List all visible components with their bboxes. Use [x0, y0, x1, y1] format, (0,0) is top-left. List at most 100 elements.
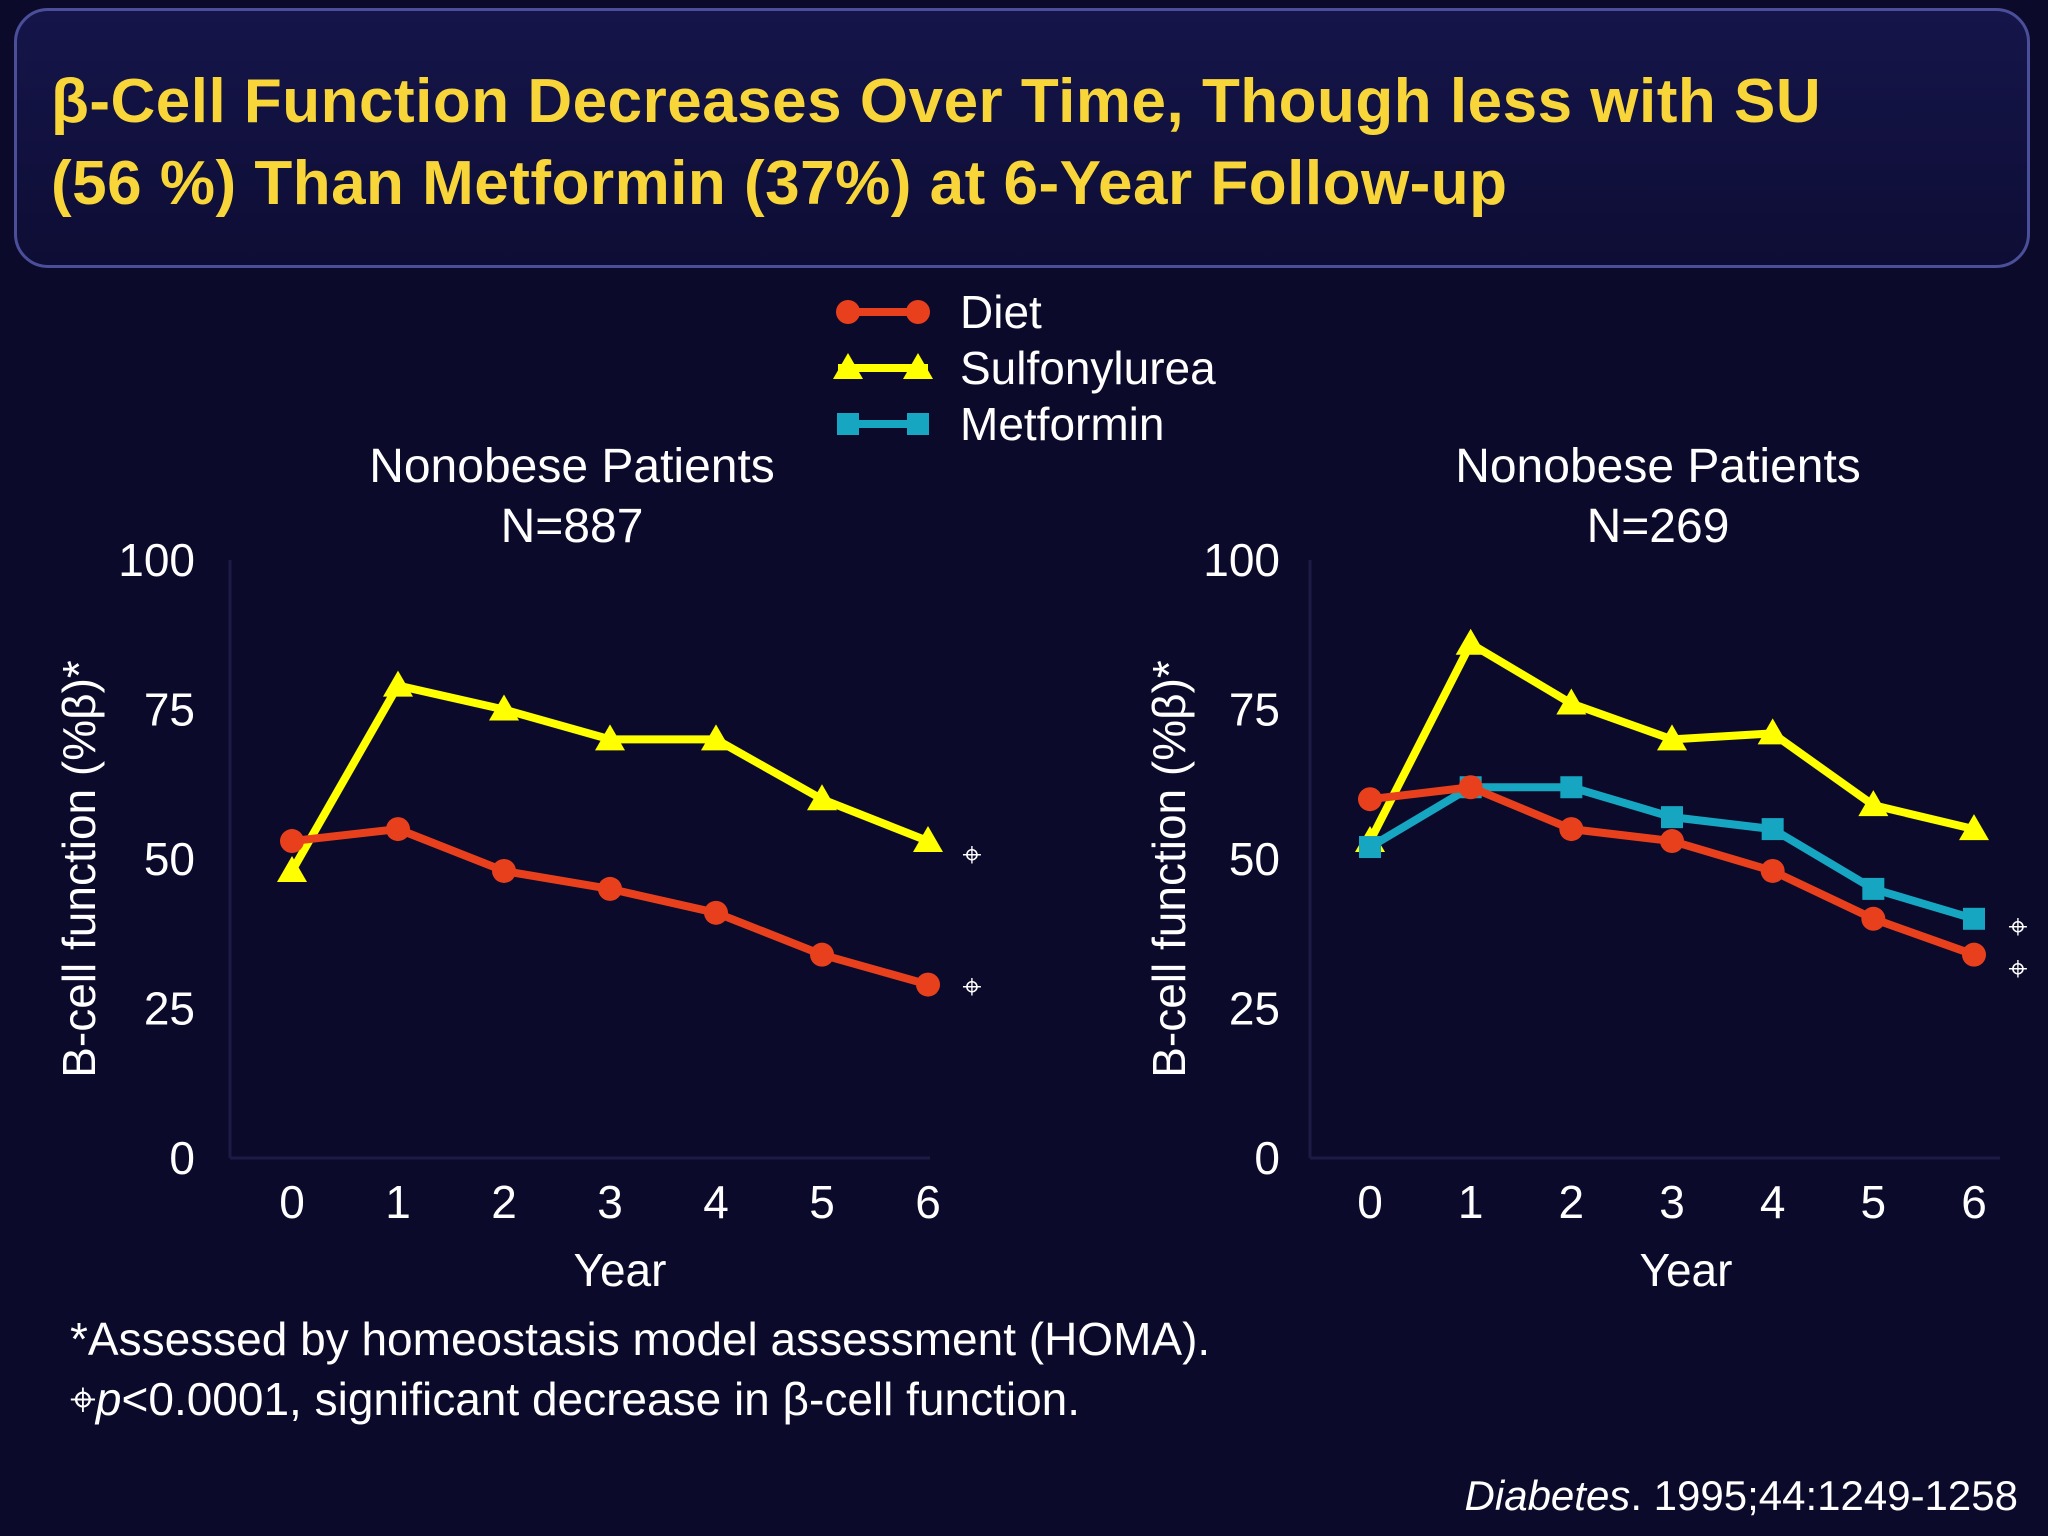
x-tick-label: 2 [491, 1176, 517, 1228]
data-point [492, 858, 516, 883]
chart-title: Nonobese Patients [1455, 440, 1861, 493]
data-point [277, 855, 307, 882]
legend-item-diet: Diet [836, 286, 1042, 338]
legend-marker-end [906, 300, 930, 324]
x-tick-label: 1 [1458, 1176, 1484, 1228]
legend-marker-end [907, 413, 929, 435]
x-tick-label: 0 [279, 1176, 305, 1228]
data-point [1760, 858, 1785, 883]
legend-marker-start [837, 413, 859, 435]
data-point [595, 724, 625, 751]
series-diet: ⌖ [1358, 775, 2028, 988]
significance-symbol: ⌖ [70, 1373, 96, 1425]
title-box: β-Cell Function Decreases Over Time, Tho… [14, 8, 2030, 268]
data-point [1661, 806, 1683, 829]
y-tick-label: 25 [144, 983, 195, 1035]
series-diet: ⌖ [280, 817, 982, 1006]
data-point [1963, 907, 1985, 930]
data-point [1757, 718, 1788, 745]
y-tick-label: 0 [169, 1132, 195, 1184]
significance-marker: ⌖ [962, 968, 981, 1006]
data-point [916, 972, 940, 997]
y-axis-label: B-cell function (%β)* [53, 660, 105, 1078]
data-point [807, 784, 837, 811]
data-point [386, 817, 410, 842]
y-tick-label: 50 [144, 833, 195, 885]
y-axis-label: B-cell function (%β)* [1143, 660, 1195, 1078]
x-tick-label: 5 [809, 1176, 835, 1228]
significance-marker: ⌖ [2008, 908, 2027, 946]
footnote-significance-text: <0.0001, significant decrease in β-cell … [121, 1373, 1081, 1425]
data-point [1556, 688, 1587, 715]
series-line [288, 681, 930, 873]
x-tick-label: 1 [385, 1176, 411, 1228]
y-tick-label: 75 [1229, 684, 1280, 736]
y-tick-label: 100 [1203, 534, 1280, 586]
data-point [1861, 906, 1886, 931]
x-tick-label: 4 [1760, 1176, 1786, 1228]
data-point [1862, 877, 1885, 900]
data-point [1359, 836, 1381, 859]
data-point [1858, 790, 1889, 817]
legend-item-metformin: Metformin [837, 398, 1164, 450]
x-tick-label: 3 [1659, 1176, 1685, 1228]
y-tick-label: 25 [1229, 983, 1280, 1035]
y-tick-label: 0 [1254, 1132, 1280, 1184]
data-point [913, 826, 943, 853]
x-axis-label: Year [574, 1244, 667, 1296]
data-point [383, 670, 413, 697]
data-point [704, 900, 728, 925]
data-point [810, 942, 834, 967]
data-point [1559, 817, 1584, 842]
legend-label: Sulfonylurea [960, 342, 1216, 394]
data-point [1455, 628, 1486, 655]
data-point [1657, 724, 1687, 751]
x-tick-label: 6 [1961, 1176, 1987, 1228]
data-point [1358, 787, 1382, 812]
chart-panel-2: Nonobese Patients N=269 0 25 50 75 100 0 1 2 3 4 5 6 Y… [1143, 440, 2028, 1296]
series-metformin: ⌖ [1359, 776, 2028, 946]
chart-subtitle: N=887 [501, 500, 644, 553]
y-tick-label: 75 [144, 684, 195, 736]
data-point [1761, 818, 1784, 841]
data-point [701, 724, 731, 751]
y-tick-label: 100 [118, 534, 195, 586]
data-point [280, 829, 304, 854]
footnote-significance: ⌖p<0.0001, significant decrease in β-cel… [70, 1372, 1080, 1428]
x-axis-label: Year [1640, 1244, 1733, 1296]
x-tick-label: 5 [1861, 1176, 1887, 1228]
citation-details: . 1995;44:1249-1258 [1630, 1472, 2018, 1519]
chart-panel-1: Nonobese Patients N=887 0 25 50 75 100 0 1 2 3 4 5 6 Y… [53, 440, 982, 1296]
legend-marker-start [836, 300, 860, 324]
slide-title-line-1: β-Cell Function Decreases Over Time, Tho… [51, 67, 1822, 136]
data-point [1660, 829, 1684, 854]
citation-journal: Diabetes [1464, 1472, 1631, 1519]
data-point [1959, 814, 1989, 841]
x-tick-label: 2 [1559, 1176, 1585, 1228]
legend-marker-start [833, 353, 863, 379]
x-tick-label: 0 [1357, 1176, 1383, 1228]
x-tick-label: 4 [703, 1176, 729, 1228]
slide-title-line-2: (56 %) Than Metformin (37%) at 6-Year Fo… [51, 149, 1508, 218]
series-sulfonylurea: ⌖ [277, 670, 982, 882]
chart-subtitle: N=269 [1587, 500, 1730, 553]
citation: Diabetes. 1995;44:1249-1258 [1465, 1472, 2018, 1520]
legend-marker-end [903, 353, 933, 379]
legend-label: Diet [960, 286, 1042, 338]
legend-label: Metformin [960, 398, 1164, 450]
data-point [1962, 942, 1986, 967]
data-point [489, 694, 519, 721]
legend-item-sulfonylurea: Sulfonylurea [833, 342, 1216, 394]
data-point [1458, 775, 1483, 800]
x-tick-label: 3 [597, 1176, 623, 1228]
significance-marker: ⌖ [962, 836, 981, 874]
chart-title: Nonobese Patients [369, 440, 775, 493]
significance-marker: ⌖ [2008, 950, 2027, 988]
y-tick-label: 50 [1229, 833, 1280, 885]
data-point [1560, 776, 1583, 799]
footnote-p: p [95, 1373, 122, 1425]
data-point [598, 876, 622, 901]
series-line [291, 825, 930, 989]
x-tick-label: 6 [915, 1176, 941, 1228]
